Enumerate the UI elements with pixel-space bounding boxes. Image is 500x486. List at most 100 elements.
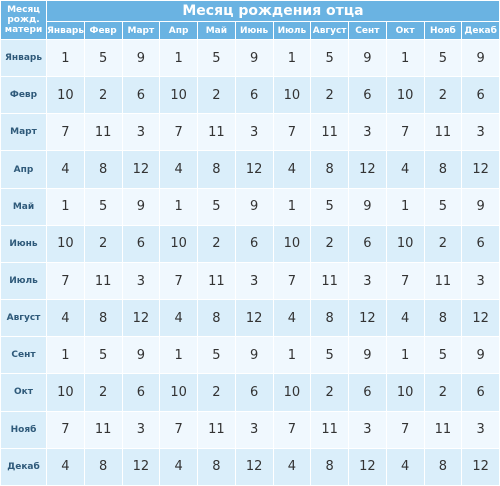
table-row: Нояб 7 11 3 7 11 3 7 11 3 7 11 3 <box>1 411 499 448</box>
table-cell: 1 <box>273 337 311 374</box>
table-cell: 2 <box>424 225 462 262</box>
table-cell: 8 <box>84 448 122 485</box>
table-cell: 9 <box>349 337 386 374</box>
table-cell: 1 <box>47 188 84 225</box>
table-cell: 1 <box>47 40 84 77</box>
table-cell: 9 <box>122 188 160 225</box>
table-cell: 11 <box>198 262 235 300</box>
table-cell: 11 <box>424 411 462 448</box>
table-cell: 8 <box>84 300 122 337</box>
mother-month-label: Апр <box>1 151 46 188</box>
table-cell: 4 <box>47 300 84 337</box>
father-month-header: Март <box>122 22 160 39</box>
corner-label-line: матери <box>4 25 43 35</box>
table-cell: 12 <box>462 151 499 188</box>
table-cell: 1 <box>160 188 197 225</box>
table-cell: 8 <box>198 448 235 485</box>
table-cell: 10 <box>160 77 197 114</box>
father-month-header: Апр <box>160 22 197 39</box>
table-cell: 9 <box>349 40 386 77</box>
table-cell: 4 <box>273 300 311 337</box>
table-row: Окт 10 2 6 10 2 6 10 2 6 10 2 6 <box>1 374 499 411</box>
table-cell: 8 <box>311 448 348 485</box>
table-cell: 6 <box>235 225 273 262</box>
table-row: Июль 7 11 3 7 11 3 7 11 3 7 11 3 <box>1 262 499 300</box>
table-cell: 4 <box>386 448 424 485</box>
table-cell: 6 <box>349 77 386 114</box>
table-cell: 5 <box>198 40 235 77</box>
table-cell: 4 <box>160 151 197 188</box>
table-cell: 5 <box>311 337 348 374</box>
table-cell: 9 <box>122 337 160 374</box>
table-cell: 5 <box>84 337 122 374</box>
table-title: Месяц рождения отца <box>47 1 499 21</box>
table-cell: 2 <box>311 225 348 262</box>
table-cell: 10 <box>386 374 424 411</box>
table-cell: 9 <box>235 40 273 77</box>
mother-month-label: Март <box>1 114 46 151</box>
mother-month-corner-label: Месяц рожд. матери <box>1 1 46 39</box>
corner-label-line: рожд. <box>7 15 40 25</box>
table-cell: 4 <box>386 151 424 188</box>
table-cell: 12 <box>462 448 499 485</box>
table-cell: 1 <box>386 337 424 374</box>
table-cell: 3 <box>122 262 160 300</box>
table-cell: 4 <box>160 448 197 485</box>
table-cell: 4 <box>160 300 197 337</box>
table-cell: 2 <box>198 77 235 114</box>
table-cell: 6 <box>349 225 386 262</box>
table-cell: 7 <box>273 114 311 151</box>
table-cell: 7 <box>273 411 311 448</box>
table-cell: 9 <box>122 40 160 77</box>
table-cell: 5 <box>198 188 235 225</box>
table-cell: 3 <box>122 114 160 151</box>
table-cell: 11 <box>424 262 462 300</box>
table-cell: 5 <box>424 337 462 374</box>
table-cell: 3 <box>235 114 273 151</box>
table-cell: 2 <box>84 374 122 411</box>
father-month-header: Январь <box>47 22 84 39</box>
table-cell: 6 <box>462 77 499 114</box>
table-row: Март 7 11 3 7 11 3 7 11 3 7 11 3 <box>1 114 499 151</box>
table-cell: 8 <box>198 151 235 188</box>
mother-month-label: Нояб <box>1 411 46 448</box>
table-row: Май 1 5 9 1 5 9 1 5 9 1 5 9 <box>1 188 499 225</box>
table-cell: 9 <box>349 188 386 225</box>
father-month-header: Июнь <box>235 22 273 39</box>
table-cell: 9 <box>462 337 499 374</box>
table-cell: 5 <box>311 188 348 225</box>
table-cell: 7 <box>386 262 424 300</box>
table-cell: 11 <box>311 262 348 300</box>
mother-month-label: Январь <box>1 40 46 77</box>
table-cell: 6 <box>462 225 499 262</box>
table-cell: 6 <box>122 77 160 114</box>
table-cell: 7 <box>160 262 197 300</box>
table-cell: 9 <box>462 188 499 225</box>
table-cell: 1 <box>160 337 197 374</box>
corner-label-line: Месяц <box>7 5 40 15</box>
table-cell: 3 <box>235 411 273 448</box>
table-row: Август 4 8 12 4 8 12 4 8 12 4 8 12 <box>1 300 499 337</box>
table-cell: 10 <box>47 225 84 262</box>
table-row: Апр 4 8 12 4 8 12 4 8 12 4 8 12 <box>1 151 499 188</box>
table-cell: 11 <box>198 411 235 448</box>
father-month-header: Окт <box>386 22 424 39</box>
mother-month-label: Декаб <box>1 448 46 485</box>
table-cell: 2 <box>311 77 348 114</box>
table-cell: 10 <box>47 77 84 114</box>
table-cell: 1 <box>47 337 84 374</box>
table-cell: 8 <box>311 151 348 188</box>
table-cell: 5 <box>84 40 122 77</box>
table-cell: 4 <box>386 300 424 337</box>
table-cell: 2 <box>311 374 348 411</box>
mother-month-label: Февр <box>1 77 46 114</box>
table-cell: 12 <box>122 448 160 485</box>
table-cell: 6 <box>122 374 160 411</box>
table-cell: 5 <box>84 188 122 225</box>
table-cell: 10 <box>273 374 311 411</box>
father-month-header: Август <box>311 22 348 39</box>
table-cell: 9 <box>235 188 273 225</box>
table-cell: 11 <box>311 411 348 448</box>
table-cell: 10 <box>386 225 424 262</box>
